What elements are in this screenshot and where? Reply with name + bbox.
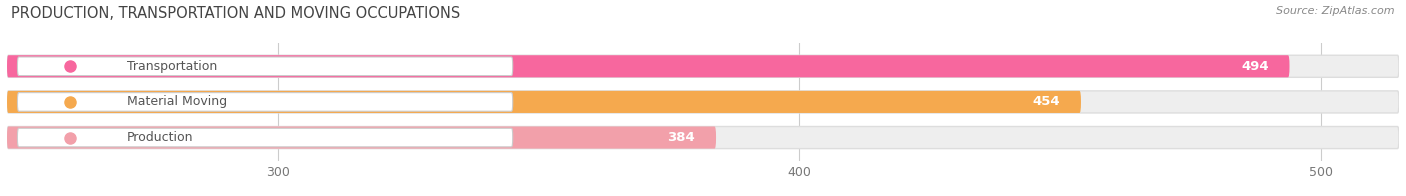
Text: 454: 454 <box>1032 95 1060 108</box>
FancyBboxPatch shape <box>17 128 513 147</box>
Text: 494: 494 <box>1241 60 1268 73</box>
Text: Transportation: Transportation <box>127 60 217 73</box>
FancyBboxPatch shape <box>7 91 1081 113</box>
FancyBboxPatch shape <box>17 57 513 76</box>
FancyBboxPatch shape <box>7 126 1399 149</box>
Text: PRODUCTION, TRANSPORTATION AND MOVING OCCUPATIONS: PRODUCTION, TRANSPORTATION AND MOVING OC… <box>11 6 461 21</box>
Text: 384: 384 <box>668 131 695 144</box>
FancyBboxPatch shape <box>7 126 716 149</box>
FancyBboxPatch shape <box>7 91 1399 113</box>
FancyBboxPatch shape <box>17 93 513 111</box>
FancyBboxPatch shape <box>7 55 1289 77</box>
FancyBboxPatch shape <box>7 55 1399 77</box>
Text: Production: Production <box>127 131 194 144</box>
Text: Source: ZipAtlas.com: Source: ZipAtlas.com <box>1277 6 1395 16</box>
Text: Material Moving: Material Moving <box>127 95 226 108</box>
